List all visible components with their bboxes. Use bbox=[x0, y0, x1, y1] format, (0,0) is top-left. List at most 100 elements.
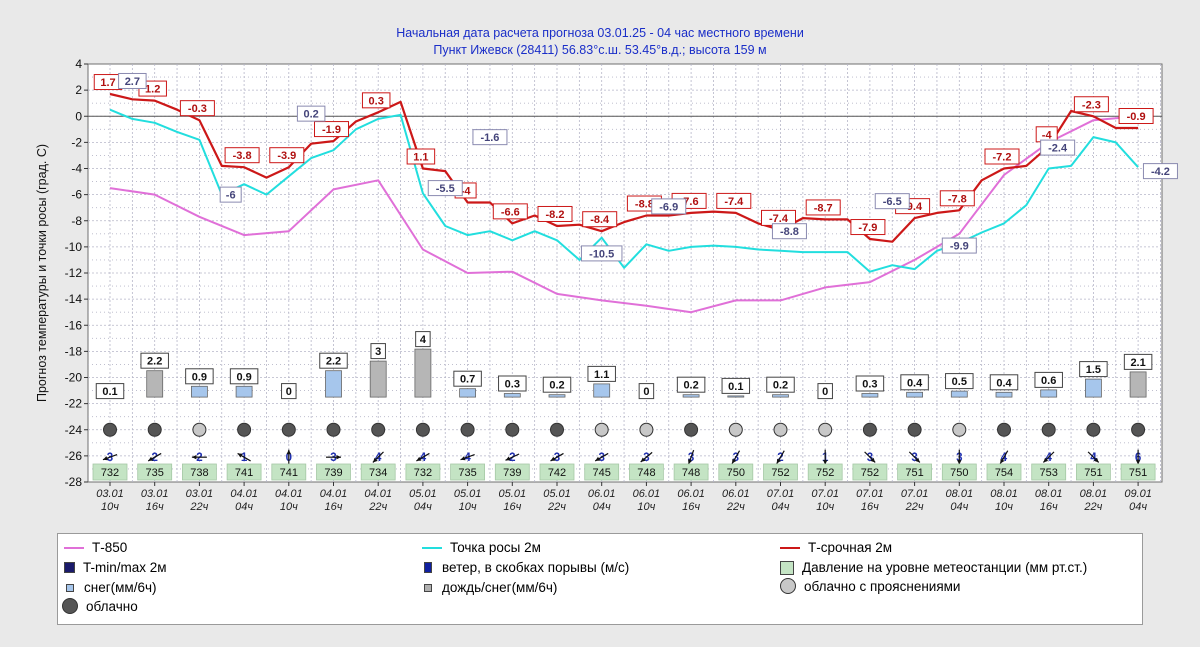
temp-value-label: -4 bbox=[1035, 126, 1058, 143]
cloudy-marker bbox=[1086, 422, 1101, 437]
legend-tminmax-label: T-min/max 2м bbox=[83, 560, 167, 575]
pressure-value-label: 732 bbox=[101, 467, 119, 479]
temp-value-label-text: 1.1 bbox=[413, 152, 428, 164]
pressure-box bbox=[137, 463, 173, 481]
dew-value-label: -5.5 bbox=[427, 180, 463, 197]
temp-value-label: -0.9 bbox=[1118, 108, 1154, 125]
pressure-box bbox=[941, 463, 977, 481]
temp-value-label: -3.8 bbox=[224, 147, 260, 164]
precip-value-label-text: 0.2 bbox=[773, 380, 788, 392]
cloudy-marker bbox=[281, 422, 296, 437]
dew-value-label-text: -9.9 bbox=[950, 241, 969, 253]
precip-bar bbox=[503, 393, 521, 398]
pressure-box bbox=[316, 463, 351, 481]
precip-value-label: 0.2 bbox=[766, 376, 795, 393]
temp-value-label-text: -7.4 bbox=[724, 196, 744, 208]
precip-value-label: 0.2 bbox=[542, 376, 572, 393]
dew-value-label-box bbox=[427, 180, 463, 197]
temp-value-label: -6.6 bbox=[492, 203, 528, 220]
precip-value-label-text: 4 bbox=[420, 334, 427, 346]
wind-arrow-head bbox=[416, 456, 422, 461]
precip-value-label-text: 0.1 bbox=[102, 386, 117, 398]
y-tick-label: -26 bbox=[65, 449, 83, 463]
x-date-label: 03.01 bbox=[141, 488, 169, 500]
temp-value-label: 0.3 bbox=[361, 92, 391, 109]
legend-dew: Точка росы 2м bbox=[422, 540, 541, 555]
t850-line-swatch bbox=[64, 546, 84, 549]
cloudy-marker bbox=[505, 422, 520, 437]
temp-value-label: -7.4 bbox=[761, 209, 796, 226]
wind-speed-label: 3 bbox=[867, 452, 873, 464]
x-date-label: 07.01 bbox=[901, 488, 929, 500]
dew-value-label-box bbox=[651, 198, 687, 215]
precip-value-label-text: 2.1 bbox=[1130, 357, 1145, 369]
pressure-value-label: 752 bbox=[771, 467, 789, 479]
dew-value-label-text: -6.5 bbox=[883, 196, 902, 208]
wind-arrow-head bbox=[191, 455, 197, 460]
precip-bar bbox=[146, 370, 164, 398]
partly-cloudy-marker bbox=[192, 422, 207, 437]
precip-value-label-box bbox=[281, 383, 297, 400]
x-date-label: 07.01 bbox=[767, 488, 795, 500]
precip-bar bbox=[235, 385, 253, 398]
pressure-box bbox=[539, 463, 575, 481]
pressure-square-icon bbox=[780, 560, 794, 575]
dew-value-label-text: -10.5 bbox=[589, 248, 614, 260]
temp-value-label-text: -8.7 bbox=[814, 202, 833, 214]
y-axis: 4 2 0 -2 -4 -6 -8 -10 -12 -14 -16 -18 -20 -22 -24 -26 -2… bbox=[65, 57, 88, 489]
partly-cloudy-marker bbox=[773, 422, 788, 437]
dew-value-label: -6.9 bbox=[651, 198, 687, 215]
dew-value-label-text: 0.2 bbox=[304, 109, 319, 121]
precip-value-label: 0.6 bbox=[1034, 371, 1063, 388]
legend-rain: дождь/снег(мм/6ч) bbox=[422, 580, 557, 595]
x-hour-label: 16ч bbox=[861, 501, 879, 513]
partly-cloudy-marker bbox=[728, 422, 743, 437]
precip-value-label-text: 0.3 bbox=[505, 378, 520, 390]
precip-value-label-box bbox=[989, 374, 1019, 391]
precip-value-label-text: 2.2 bbox=[147, 356, 162, 368]
dew-value-label: 2.7 bbox=[118, 72, 147, 89]
dew-value-label-box bbox=[941, 237, 977, 254]
pressure-value-label: 748 bbox=[637, 467, 655, 479]
pressure-box bbox=[584, 463, 620, 481]
dew-value-label: -2.4 bbox=[1040, 139, 1076, 156]
temp-value-label-box bbox=[406, 148, 436, 165]
x-hour-label: 16ч bbox=[682, 501, 700, 513]
precip-value-label-text: 1.1 bbox=[594, 369, 609, 381]
dew-value-label-box bbox=[472, 129, 508, 146]
precip-bar bbox=[1129, 371, 1147, 398]
temp-value-label: 1.7 bbox=[93, 74, 123, 91]
wind-arrow-head bbox=[1093, 457, 1099, 463]
precip-value-label-box bbox=[638, 383, 655, 400]
cloudy-marker bbox=[1041, 422, 1056, 437]
precip-value-label-box bbox=[185, 368, 214, 385]
temp-value-label-box bbox=[492, 203, 528, 220]
wind-square-icon bbox=[424, 562, 432, 573]
temp-value-label-box bbox=[537, 205, 573, 222]
temp-value-label: -7.2 bbox=[984, 148, 1020, 165]
x-date-label: 04.01 bbox=[364, 488, 392, 500]
wind-arrow-head bbox=[336, 455, 341, 460]
precip-value-label: 0.9 bbox=[229, 368, 259, 385]
precip-value-label-text: 0.9 bbox=[192, 371, 207, 383]
y-tick-label: -6 bbox=[71, 188, 82, 202]
precip-bar bbox=[190, 385, 208, 398]
precip-bar bbox=[727, 395, 745, 398]
legend: Т-850 Точка росы 2м Т-срочная 2м T-min/m… bbox=[57, 533, 1143, 625]
dew-value-label-box bbox=[1142, 163, 1178, 180]
wind-arrow-head bbox=[870, 457, 876, 463]
pressure-value-label: 738 bbox=[190, 467, 208, 479]
temp-value-label-box bbox=[984, 148, 1020, 165]
y-tick-label: -22 bbox=[65, 397, 83, 411]
pressure-box bbox=[673, 463, 709, 481]
temp-value-label: -2.3 bbox=[1073, 96, 1109, 113]
x-hour-label: 10ч bbox=[280, 501, 298, 513]
partly-cloudy-marker bbox=[818, 422, 833, 437]
x-date-label: 04.01 bbox=[230, 488, 258, 500]
precip-value-label-text: 1.5 bbox=[1086, 364, 1101, 376]
dew-value-label-text: -8.8 bbox=[780, 226, 799, 238]
cloudy-marker bbox=[371, 422, 386, 437]
wind-arrow-head bbox=[102, 456, 108, 461]
pressure-value-label: 753 bbox=[1040, 467, 1058, 479]
dew-value-label-box bbox=[874, 193, 910, 210]
